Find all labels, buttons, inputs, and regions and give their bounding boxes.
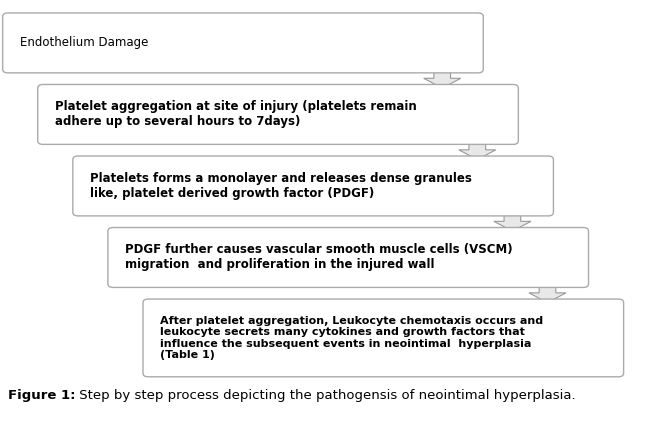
FancyBboxPatch shape <box>3 13 483 73</box>
FancyBboxPatch shape <box>73 156 553 216</box>
Text: Figure 1:: Figure 1: <box>8 389 75 402</box>
Polygon shape <box>529 284 566 303</box>
Text: Platelet aggregation at site of injury (platelets remain
adhere up to several ho: Platelet aggregation at site of injury (… <box>55 101 416 128</box>
Text: Step by step process depicting the pathogensis of neointimal hyperplasia.: Step by step process depicting the patho… <box>75 389 576 402</box>
Text: Endothelium Damage: Endothelium Damage <box>20 36 148 50</box>
FancyBboxPatch shape <box>38 84 518 144</box>
FancyBboxPatch shape <box>108 228 589 287</box>
FancyBboxPatch shape <box>143 299 624 377</box>
Text: PDGF further causes vascular smooth muscle cells (VSCM)
migration  and prolifera: PDGF further causes vascular smooth musc… <box>125 244 513 271</box>
Text: Platelets forms a monolayer and releases dense granules
like, platelet derived g: Platelets forms a monolayer and releases… <box>90 172 472 200</box>
Polygon shape <box>424 69 461 88</box>
Polygon shape <box>494 212 531 231</box>
Text: After platelet aggregation, Leukocyte chemotaxis occurs and
leukocyte secrets ma: After platelet aggregation, Leukocyte ch… <box>160 316 544 360</box>
Polygon shape <box>459 141 496 160</box>
